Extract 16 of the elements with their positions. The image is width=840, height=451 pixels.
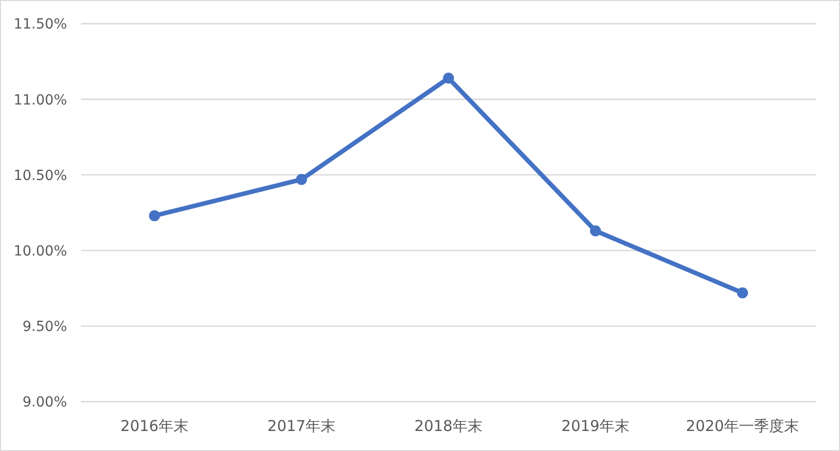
y-tick-label: 11.00% [14,92,67,108]
x-tick-label: 2020年一季度末 [686,417,800,435]
point [149,210,160,222]
y-tick-label: 9.50% [22,319,67,336]
point [296,174,307,185]
x-tick-label: 2017年末 [267,417,336,435]
x-tick-label: 2018年末 [414,417,483,435]
point [443,72,454,84]
y-tick-label: 11.50% [14,16,67,33]
x-tick-label: 2019年末 [561,417,630,435]
point [590,225,601,236]
y-tick-label: 10.50% [14,168,67,184]
x-tick-label: 2016年末 [120,417,189,435]
y-tick-label: 10.00% [14,244,67,260]
point [737,287,748,298]
y-tick-label: 9.00% [22,394,67,411]
